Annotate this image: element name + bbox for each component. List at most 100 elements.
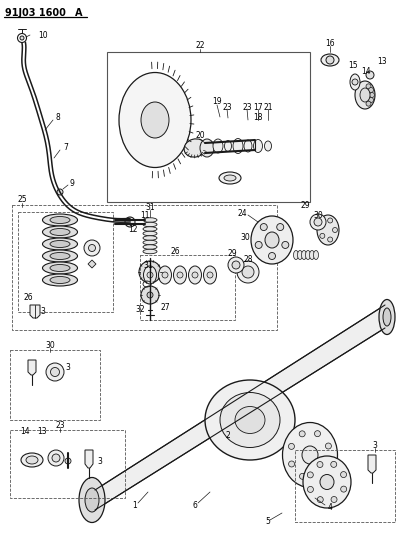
Text: 30: 30 <box>45 341 55 350</box>
Circle shape <box>315 473 321 479</box>
Circle shape <box>317 462 323 467</box>
Text: 22: 22 <box>195 42 205 51</box>
Circle shape <box>162 272 168 278</box>
Polygon shape <box>85 450 93 468</box>
Polygon shape <box>30 305 40 318</box>
Ellipse shape <box>143 240 157 245</box>
Ellipse shape <box>321 54 339 66</box>
Circle shape <box>125 217 135 227</box>
Ellipse shape <box>119 72 191 167</box>
Ellipse shape <box>302 446 318 464</box>
Ellipse shape <box>317 215 339 245</box>
Circle shape <box>57 189 63 195</box>
Ellipse shape <box>297 251 303 260</box>
Text: 4: 4 <box>328 503 332 512</box>
Ellipse shape <box>244 140 252 152</box>
Circle shape <box>314 431 320 437</box>
Text: 32: 32 <box>135 305 145 314</box>
Ellipse shape <box>143 218 157 222</box>
Ellipse shape <box>174 266 187 284</box>
Circle shape <box>84 240 100 256</box>
Text: 2: 2 <box>226 431 231 440</box>
Bar <box>18 212 113 312</box>
Text: 20: 20 <box>195 132 205 141</box>
Ellipse shape <box>42 262 77 274</box>
Text: 26: 26 <box>23 294 33 303</box>
Text: 18: 18 <box>253 114 263 123</box>
Text: 17: 17 <box>253 102 263 111</box>
Text: 31: 31 <box>143 261 153 270</box>
Text: 1: 1 <box>133 500 137 510</box>
Ellipse shape <box>143 236 157 240</box>
Circle shape <box>352 79 358 85</box>
Bar <box>140 255 235 320</box>
Circle shape <box>232 261 240 269</box>
Text: 7: 7 <box>63 142 68 151</box>
Ellipse shape <box>158 266 172 284</box>
Circle shape <box>341 472 347 478</box>
Circle shape <box>326 461 332 466</box>
Text: 23: 23 <box>55 421 65 430</box>
Ellipse shape <box>205 380 295 460</box>
Ellipse shape <box>189 266 202 284</box>
Circle shape <box>341 486 347 492</box>
Polygon shape <box>95 305 385 510</box>
Ellipse shape <box>379 300 395 335</box>
Circle shape <box>146 268 154 276</box>
Circle shape <box>147 292 153 298</box>
Ellipse shape <box>264 141 272 151</box>
Text: 14: 14 <box>20 427 30 437</box>
Ellipse shape <box>139 261 161 283</box>
Polygon shape <box>368 455 376 473</box>
Circle shape <box>332 228 337 232</box>
Text: 27: 27 <box>160 303 170 312</box>
Circle shape <box>147 272 153 278</box>
Text: 9: 9 <box>70 179 75 188</box>
Text: 3: 3 <box>372 440 378 449</box>
Ellipse shape <box>21 453 43 467</box>
Ellipse shape <box>42 214 77 226</box>
Circle shape <box>307 487 314 492</box>
Text: 19: 19 <box>212 98 222 107</box>
Ellipse shape <box>235 407 265 433</box>
Circle shape <box>237 261 259 283</box>
Circle shape <box>289 443 295 449</box>
Ellipse shape <box>141 286 159 304</box>
Ellipse shape <box>50 229 70 236</box>
Circle shape <box>255 241 262 248</box>
Ellipse shape <box>305 251 310 260</box>
Circle shape <box>328 218 332 223</box>
Text: 12: 12 <box>128 225 137 235</box>
Ellipse shape <box>42 226 77 238</box>
Ellipse shape <box>383 308 391 326</box>
Circle shape <box>320 233 325 238</box>
Text: 30: 30 <box>240 233 250 243</box>
Text: 15: 15 <box>348 61 358 69</box>
Circle shape <box>307 472 313 478</box>
Circle shape <box>282 241 289 248</box>
Circle shape <box>325 443 331 449</box>
Circle shape <box>50 367 60 376</box>
Circle shape <box>277 223 284 231</box>
Circle shape <box>89 245 96 252</box>
Circle shape <box>48 450 64 466</box>
Text: 14: 14 <box>361 68 371 77</box>
Text: 3: 3 <box>66 364 71 373</box>
Ellipse shape <box>85 488 99 512</box>
Ellipse shape <box>143 245 157 249</box>
Circle shape <box>328 237 332 242</box>
Text: 29: 29 <box>227 248 237 257</box>
Circle shape <box>177 272 183 278</box>
Text: 28: 28 <box>243 255 253 264</box>
Circle shape <box>299 431 305 437</box>
Ellipse shape <box>42 238 77 250</box>
Ellipse shape <box>314 251 318 260</box>
Circle shape <box>366 71 374 79</box>
Bar <box>295 450 395 522</box>
Circle shape <box>299 473 305 479</box>
Circle shape <box>366 84 371 89</box>
Ellipse shape <box>213 139 223 153</box>
Circle shape <box>46 363 64 381</box>
Circle shape <box>52 454 60 462</box>
Text: 24: 24 <box>237 208 247 217</box>
